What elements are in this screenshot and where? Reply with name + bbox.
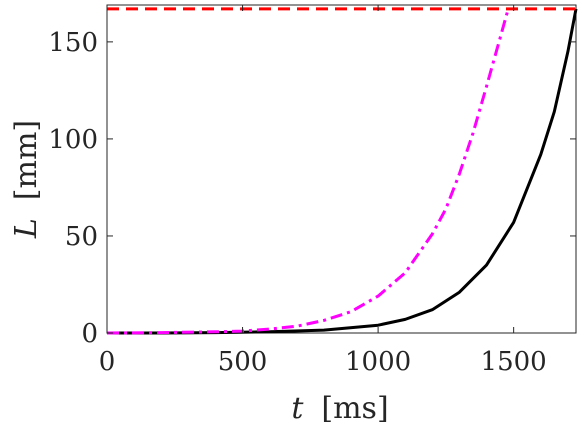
x-tick-label: 1000: [345, 347, 411, 377]
x-tick-label: 0: [99, 347, 116, 377]
y-tick-label: 50: [65, 222, 98, 252]
y-tick-label: 0: [81, 319, 98, 349]
x-tick-label: 1500: [481, 347, 547, 377]
y-axis-unit: [mm]: [9, 120, 44, 200]
y-axis-variable: L: [9, 218, 44, 239]
plot-frame: [106, 4, 577, 334]
y-tick-label: 100: [48, 125, 98, 155]
x-tick-label: 500: [218, 347, 268, 377]
series-layer: [106, 7, 578, 335]
y-tick-label: 150: [48, 28, 98, 58]
x-axis-variable: t: [291, 391, 304, 426]
series-line-dashdot: [106, 8, 510, 335]
series-line-solid: [107, 8, 578, 335]
y-axis-label: L [mm]: [9, 120, 44, 239]
x-axis-unit: [ms]: [321, 391, 388, 426]
ticks-layer: 0 500 1000 1500 0 50 100 150: [48, 5, 576, 377]
x-axis-label: t [ms]: [291, 391, 388, 426]
plot-box: [106, 4, 577, 334]
